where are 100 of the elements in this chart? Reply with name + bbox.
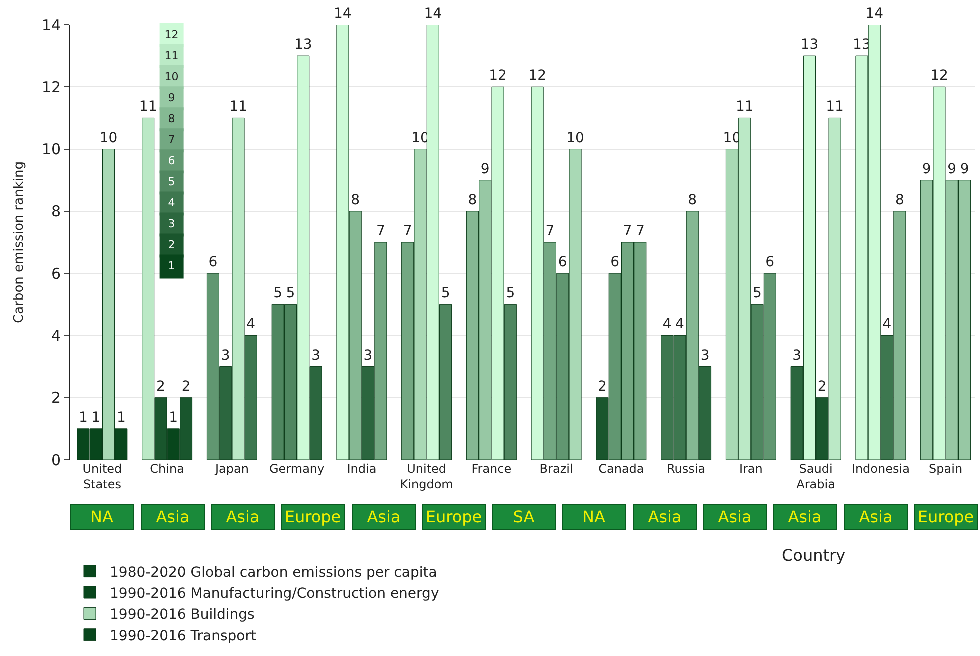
- data-label: 4: [882, 316, 892, 333]
- data-label: 5: [506, 286, 516, 302]
- data-label: 3: [221, 348, 230, 364]
- data-label: 7: [168, 133, 176, 146]
- x-tick-label: Spain: [929, 462, 963, 476]
- data-label: 9: [960, 161, 970, 178]
- legend-label: 1980-2020 Global carbon emissions per capita: [110, 564, 438, 581]
- data-label: 12: [164, 28, 179, 42]
- data-label: 11: [139, 99, 158, 116]
- data-label: 2: [598, 378, 607, 395]
- data-label: 10: [164, 70, 179, 84]
- y-tick-label: 14: [42, 16, 61, 34]
- data-label: 3: [792, 348, 802, 364]
- x-tick-label: Iran: [739, 462, 763, 476]
- data-label: 11: [736, 99, 754, 116]
- data-label: 6: [610, 254, 620, 271]
- data-label: 1: [79, 410, 88, 426]
- data-label: 5: [753, 286, 762, 302]
- data-label: 6: [558, 254, 568, 271]
- data-label: 3: [700, 348, 710, 364]
- data-label: 10: [100, 130, 118, 146]
- legend-label: 1990-2016 Transport: [110, 628, 257, 644]
- text: Europe: [284, 508, 342, 526]
- data-label: 7: [376, 224, 386, 240]
- x-tick-label: Canada: [598, 462, 644, 476]
- data-label: 6: [766, 254, 775, 271]
- data-label: 2: [818, 378, 827, 395]
- x-tick-label: France: [472, 462, 512, 476]
- data-label: 11: [230, 99, 248, 116]
- data-label: 12: [528, 68, 546, 84]
- data-label: 12: [930, 68, 948, 84]
- data-label: 12: [489, 68, 507, 84]
- x-tick-label: United States: [82, 462, 122, 492]
- text: Europe: [426, 508, 482, 526]
- x-tick-label: Brazil: [540, 462, 574, 476]
- data-label: 4: [246, 316, 256, 333]
- data-label: 7: [546, 224, 555, 240]
- data-label: 9: [922, 161, 932, 178]
- data-label: 9: [168, 91, 176, 104]
- x-tick-label: China: [150, 462, 184, 476]
- data-label: 10: [566, 130, 584, 146]
- x-tick-label: Russia: [667, 462, 706, 476]
- y-tick-label: 12: [42, 78, 61, 96]
- data-label: 8: [895, 192, 904, 208]
- data-label: 4: [168, 196, 176, 210]
- data-label: 5: [286, 286, 296, 302]
- text: Asia: [226, 508, 260, 526]
- legend-label: 1990-2016 Manufacturing/Construction energy: [110, 586, 440, 602]
- x-tick-label: India: [347, 462, 377, 476]
- data-label: 6: [168, 154, 176, 168]
- x-tick-label: Germany: [269, 462, 325, 476]
- data-label: 4: [662, 316, 672, 333]
- data-label: 14: [866, 6, 884, 22]
- data-label: 8: [688, 192, 698, 208]
- text: Asia: [788, 508, 822, 526]
- y-tick-label: 8: [51, 202, 61, 221]
- data-label: 1: [92, 410, 101, 426]
- data-label: 7: [636, 224, 645, 240]
- y-tick-label: 4: [51, 326, 61, 345]
- data-label: 8: [468, 192, 478, 208]
- x-tick-label: Saudi Arabia: [796, 462, 836, 492]
- data-label: 2: [182, 378, 191, 395]
- y-tick-label: 10: [42, 140, 61, 159]
- data-label: 13: [800, 37, 819, 54]
- data-label: 3: [312, 348, 320, 364]
- data-label: 8: [351, 192, 360, 208]
- text: Asia: [718, 508, 752, 526]
- data-label: 11: [826, 99, 844, 116]
- data-label: 9: [948, 161, 957, 178]
- text: Asia: [156, 508, 190, 526]
- x-tick-label: Indonesia: [852, 462, 910, 476]
- y-tick-label: 2: [51, 389, 61, 408]
- y-tick-label: 0: [51, 451, 61, 470]
- data-label: 5: [168, 175, 176, 188]
- data-label: 2: [156, 378, 166, 395]
- data-label: 7: [623, 224, 632, 240]
- text: Europe: [918, 508, 974, 526]
- data-label: 3: [168, 217, 176, 230]
- text: Asia: [859, 508, 893, 526]
- data-label: 3: [364, 348, 373, 364]
- text: NA: [582, 508, 606, 526]
- text: SA: [513, 508, 535, 526]
- x-axis-title: Country: [782, 546, 846, 565]
- x-tick-label: Japan: [214, 462, 249, 476]
- data-label: 5: [274, 286, 283, 302]
- data-label: 1: [116, 410, 126, 426]
- data-label: 14: [334, 6, 352, 22]
- x-tick-label: United Kingdom: [400, 462, 454, 492]
- data-label: 13: [294, 37, 312, 54]
- text: Asia: [648, 508, 682, 526]
- text: Asia: [367, 508, 401, 526]
- data-label: 7: [403, 224, 412, 240]
- data-label: 14: [424, 6, 442, 22]
- data-label: 1: [169, 410, 178, 426]
- y-tick-label: 6: [51, 264, 61, 283]
- legend-label: 1990-2016 Buildings: [110, 607, 255, 624]
- data-label: 1: [168, 260, 176, 273]
- data-label: 6: [208, 254, 218, 271]
- data-label: 5: [441, 286, 450, 302]
- data-label: 2: [168, 238, 176, 252]
